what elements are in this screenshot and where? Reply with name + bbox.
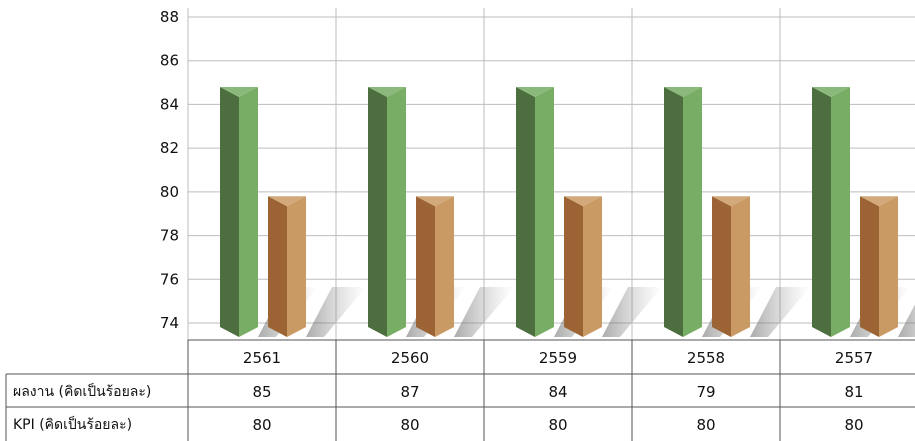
category-label: 2557 [835,349,873,367]
bar-face-right [831,86,850,337]
bar-face-right [435,196,454,337]
bar-shadow [454,287,514,337]
bar-top [368,86,406,97]
category-label: 2559 [539,349,577,367]
bar-top [516,86,554,97]
y-tick-label: 74 [160,314,179,332]
data-cell-series1: 87 [400,383,419,401]
bar-face-right [535,86,554,337]
bar-face-right [239,86,258,337]
bar-face-right [387,86,406,337]
bar-face-left [368,86,387,337]
bar-face-right [287,196,306,337]
bar-top [712,196,750,207]
data-cell-series1: 85 [252,383,271,401]
data-cell-series1: 81 [844,383,863,401]
bar-face-right [879,196,898,337]
bar-series2-2560 [416,196,514,337]
data-cell-series1: 79 [696,383,715,401]
bar-series2-2558 [712,196,810,337]
bar-shadow [750,287,810,337]
bar-series2-2559 [564,196,662,337]
data-cell-series2: 80 [696,416,715,434]
y-tick-label: 82 [160,139,179,157]
bar-face-left [564,196,583,337]
bar-face-left [220,86,239,337]
y-tick-label: 80 [160,183,179,201]
bar-face-left [712,196,731,337]
bar-series2-2561 [268,196,366,337]
bar-top [664,86,702,97]
bar-face-left [812,86,831,337]
bar-face-left [268,196,287,337]
bar-top [416,196,454,207]
legend-label-series2: KPI (คิดเป็นร้อยละ) [13,415,132,433]
bar-top [268,196,306,207]
bar-face-left [416,196,435,337]
data-cell-series1: 84 [548,383,567,401]
bar-face-right [683,86,702,337]
data-cell-series2: 80 [548,416,567,434]
bar-face-left [516,86,535,337]
bar-series1-2557 [812,86,910,337]
bar-top [812,86,850,97]
legend-label-series1: ผลงาน (คิดเป็นร้อยละ) [13,382,151,400]
data-cell-series2: 80 [844,416,863,434]
bar-shadow [602,287,662,337]
bar-face-right [731,196,750,337]
y-tick-label: 76 [160,270,179,288]
category-label: 2560 [391,349,429,367]
bar-series2-2557 [860,196,915,337]
data-cell-series2: 80 [252,416,271,434]
category-label: 2558 [687,349,725,367]
data-cell-series2: 80 [400,416,419,434]
bar-series1-2558 [664,86,762,337]
category-label: 2561 [243,349,281,367]
bar-shadow [306,287,366,337]
bar-face-left [860,196,879,337]
y-tick-label: 88 [160,8,179,26]
y-tick-label: 84 [160,95,179,113]
bar-top [220,86,258,97]
bar-shadow [898,304,915,337]
bar-face-right [583,196,602,337]
bar-top [564,196,602,207]
y-tick-label: 86 [160,52,179,70]
bar-face-left [664,86,683,337]
bar-top [860,196,898,207]
y-tick-label: 78 [160,227,179,245]
